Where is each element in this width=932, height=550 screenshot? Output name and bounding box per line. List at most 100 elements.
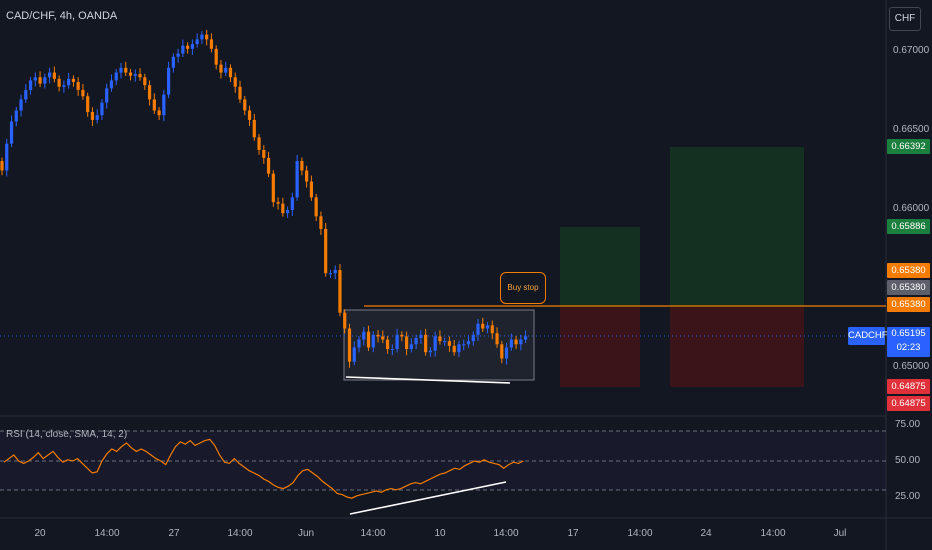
candle-body <box>176 53 180 57</box>
candle-body <box>519 339 523 345</box>
candle-body <box>424 334 428 353</box>
candle-body <box>314 197 318 217</box>
candle-body <box>504 347 509 359</box>
entry-tag: 0.65380 <box>887 263 930 278</box>
stop-zone-1 <box>560 307 640 387</box>
candle-body <box>171 56 175 68</box>
price-axis-label: 0.66000 <box>893 203 930 214</box>
candle-body <box>366 331 371 348</box>
candle-body <box>28 80 33 90</box>
candle-body <box>138 74 142 78</box>
stop-zone-2 <box>670 307 804 387</box>
candle-body <box>19 99 23 111</box>
price-axis-label: 0.66500 <box>893 124 930 135</box>
candle-body <box>57 78 61 87</box>
candle-body <box>81 89 85 97</box>
time-axis-label: 14:00 <box>627 528 653 539</box>
price-axis-label: 0.67000 <box>893 45 930 56</box>
current-price-value: 0.65195 <box>891 328 926 339</box>
candle-body <box>181 45 185 54</box>
time-axis-label: 10 <box>434 528 446 539</box>
candle-body <box>400 334 404 337</box>
rsi-label: RSI (14, close, SMA, 14, 2) <box>6 429 128 440</box>
candle-body <box>128 72 133 76</box>
candle-body <box>52 72 56 79</box>
candle-body <box>428 350 432 353</box>
candle-body <box>286 210 290 214</box>
divergence-line-rsi <box>349 481 507 515</box>
candle-body <box>409 344 413 350</box>
candle-body <box>38 77 42 84</box>
candle-body <box>438 336 442 342</box>
candle-body <box>209 39 214 49</box>
candle-body <box>343 312 347 329</box>
rsi-axis-label: 75.00 <box>895 419 921 430</box>
chart-title: CAD/CHF, 4h, OANDA <box>6 10 118 22</box>
currency-button[interactable]: CHF <box>889 7 921 31</box>
candle-body <box>476 323 480 335</box>
divergence-line-price <box>345 376 511 384</box>
time-axis-label: 14:00 <box>227 528 253 539</box>
price-axis-label: 0.65000 <box>893 361 930 372</box>
candle-body <box>385 339 390 350</box>
candle-body <box>243 99 247 111</box>
candle-body <box>214 48 218 65</box>
candle-body <box>157 110 161 116</box>
candle-body <box>447 341 452 346</box>
candle-body <box>276 202 280 204</box>
candle-body <box>457 344 461 353</box>
stop-loss-tag: 0.64875 <box>887 379 930 394</box>
candle-body <box>5 143 9 171</box>
candle-body <box>490 325 494 334</box>
candle-body <box>152 99 156 111</box>
rsi-axis-label: 50.00 <box>895 455 921 466</box>
candle-body <box>124 67 128 73</box>
candle-body <box>167 67 171 95</box>
time-axis-label: 20 <box>34 528 46 539</box>
candle-body <box>414 337 418 345</box>
candle-body <box>14 110 18 122</box>
candle-body <box>305 170 309 182</box>
candle-body <box>347 328 352 362</box>
candle-body <box>466 341 471 345</box>
candle-body <box>0 161 4 171</box>
candle-body <box>100 102 104 116</box>
entry-tag-orange: 0.65380 <box>887 297 930 312</box>
candle-body <box>90 112 95 120</box>
candle-body <box>109 80 114 89</box>
candle-body <box>395 334 399 350</box>
candle-body <box>381 336 385 340</box>
candle-body <box>500 344 504 359</box>
time-axis-label: Jul <box>833 528 847 539</box>
rsi-line <box>3 438 524 499</box>
candle-body <box>67 78 71 86</box>
candle-body <box>371 334 375 348</box>
candle-body <box>195 39 199 45</box>
candle-body <box>333 270 337 274</box>
candle-body <box>271 173 275 203</box>
candle-body <box>133 74 137 76</box>
candle-body <box>514 339 518 345</box>
candle-body <box>357 339 361 348</box>
time-axis-label: 27 <box>168 528 180 539</box>
candle-body <box>319 216 323 229</box>
candle-body <box>143 77 147 86</box>
time-axis-label: 14:00 <box>360 528 386 539</box>
buy-stop-label[interactable]: Buy stop <box>500 272 546 304</box>
candle-body <box>9 121 14 144</box>
candle-body <box>114 72 118 81</box>
candle-body <box>86 96 90 113</box>
rsi-axis-label: 25.00 <box>895 491 921 502</box>
current-price-tag: 0.65195 02:23 <box>887 327 930 357</box>
candle-body <box>309 181 313 198</box>
candle-body <box>238 86 242 100</box>
time-axis-label: 14:00 <box>94 528 120 539</box>
candle-body <box>186 45 190 49</box>
candle-body <box>485 325 490 329</box>
candle-body <box>224 67 228 73</box>
candle-body <box>71 78 75 83</box>
entry-tag-grey: 0.65380 <box>887 280 930 295</box>
candle-body <box>147 85 152 100</box>
candle-body <box>509 339 513 348</box>
